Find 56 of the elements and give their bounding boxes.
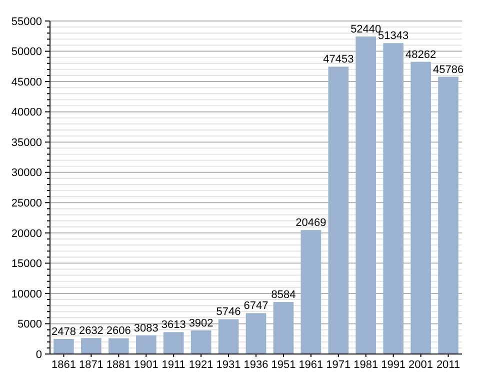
data-label: 2478 — [51, 326, 76, 338]
x-tick-label: 1871 — [78, 359, 104, 371]
y-tick-label: 25000 — [11, 197, 42, 210]
x-tick-label: 1881 — [106, 359, 131, 371]
bar — [300, 230, 322, 354]
bar — [383, 43, 404, 354]
x-tick-label: 1981 — [354, 359, 378, 371]
x-tick-label: 1936 — [244, 359, 268, 371]
bar — [356, 36, 376, 354]
y-tick-label: 15000 — [11, 258, 42, 270]
y-tick-label: 55000 — [11, 16, 42, 28]
x-tick-label: 1921 — [188, 359, 214, 371]
bar — [108, 338, 129, 354]
bar — [410, 62, 431, 354]
data-label: 5746 — [216, 306, 241, 318]
bar — [218, 319, 239, 354]
data-label: 6747 — [244, 300, 268, 312]
x-tick-label: 2001 — [408, 359, 434, 371]
y-tick-label: 50000 — [11, 46, 42, 58]
x-tick-label: 1971 — [326, 359, 351, 371]
x-tick-label: 1991 — [381, 359, 406, 371]
x-tick-label: 2011 — [436, 359, 460, 371]
y-tick-label: 20000 — [11, 228, 42, 240]
x-tick-label: 1951 — [271, 359, 296, 371]
x-tick-label: 1961 — [298, 359, 324, 371]
bar — [190, 330, 212, 354]
data-label: 3083 — [134, 322, 158, 334]
data-label: 48262 — [406, 48, 436, 61]
y-tick-label: 35000 — [11, 136, 42, 149]
y-tick-label: 45000 — [11, 76, 42, 88]
y-tick-label: 10000 — [11, 288, 42, 300]
y-tick-label: 5000 — [18, 318, 42, 331]
bar — [273, 302, 294, 354]
y-tick-label: 30000 — [11, 167, 42, 180]
x-tick-label: 1911 — [162, 359, 186, 371]
data-label: 8584 — [271, 289, 296, 302]
data-label: 2632 — [78, 325, 104, 338]
data-label: 3902 — [188, 317, 214, 330]
y-tick-label: 40000 — [11, 106, 42, 119]
data-label: 45786 — [432, 64, 464, 76]
data-label: 3613 — [161, 319, 186, 332]
y-tick-label: 0 — [36, 348, 42, 361]
data-label: 20469 — [296, 217, 326, 230]
bar — [246, 313, 266, 354]
data-label: 51343 — [378, 30, 409, 42]
data-label: 47453 — [323, 54, 354, 66]
bar — [81, 338, 102, 354]
bar — [54, 338, 74, 354]
x-tick-label: 1931 — [216, 359, 241, 371]
x-tick-label: 1901 — [134, 359, 158, 371]
bar — [136, 335, 156, 354]
bar — [163, 332, 184, 354]
bar — [438, 76, 458, 354]
bar — [328, 66, 349, 354]
x-tick-label: 1861 — [51, 359, 76, 371]
data-label: 2606 — [106, 325, 131, 338]
